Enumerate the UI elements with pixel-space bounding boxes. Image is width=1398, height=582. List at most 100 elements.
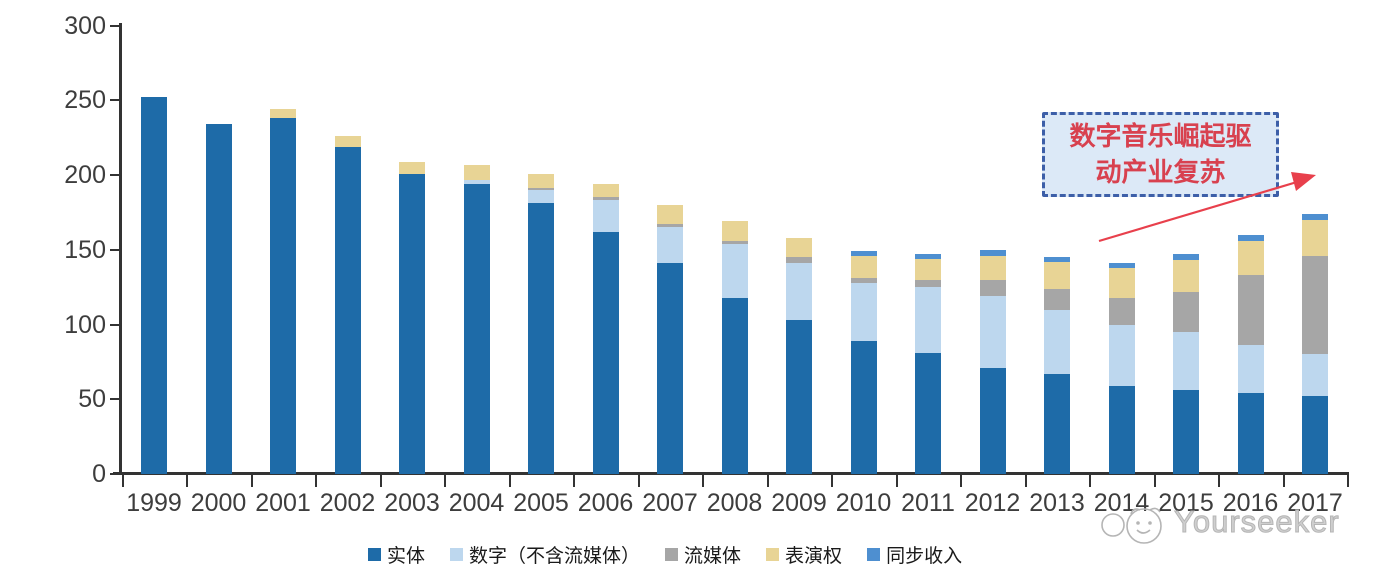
bar-segment-2007-physical xyxy=(657,263,683,474)
x-label-2004: 2004 xyxy=(448,489,505,517)
y-tick-250 xyxy=(110,99,120,102)
x-tick-12 xyxy=(895,474,898,487)
x-tick-17 xyxy=(1218,474,1221,487)
x-label-2006: 2006 xyxy=(577,489,634,517)
annotation-box: 数字音乐崛起驱 动产业复苏 xyxy=(1042,112,1279,197)
legend-item-digital-excl-streaming: 数字（不含流媒体） xyxy=(450,541,640,568)
bar-segment-2007-digital-excl-streaming xyxy=(657,227,683,264)
bar-segment-2013-performance-rights xyxy=(1044,261,1070,289)
bar-segment-2017-digital-excl-streaming xyxy=(1302,354,1328,397)
bar-segment-2000-physical xyxy=(205,124,232,474)
x-tick-15 xyxy=(1089,474,1092,487)
x-tick-4 xyxy=(379,474,382,487)
bar-segment-2007-performance-rights xyxy=(657,204,683,225)
y-label-200: 200 xyxy=(64,161,106,189)
bar-segment-2017-performance-rights xyxy=(1302,219,1328,256)
legend-swatch-digital-excl-streaming xyxy=(450,548,464,561)
bar-segment-2005-physical xyxy=(528,203,554,474)
bar-segment-2014-streaming xyxy=(1108,297,1135,325)
bar-segment-2003-performance-rights xyxy=(399,161,425,174)
bar-segment-2008-performance-rights xyxy=(721,221,748,241)
x-label-2008: 2008 xyxy=(706,489,763,517)
x-tick-2 xyxy=(250,474,253,487)
bar-segment-2014-digital-excl-streaming xyxy=(1108,324,1135,386)
legend-label-physical: 实体 xyxy=(387,546,426,567)
x-label-2014: 2014 xyxy=(1093,489,1150,517)
bar-segment-2006-physical xyxy=(592,231,619,474)
bar-segment-2001-performance-rights xyxy=(270,109,296,119)
bar-segment-2011-digital-excl-streaming xyxy=(915,287,941,353)
bar-segment-2005-digital-excl-streaming xyxy=(528,189,554,204)
x-tick-1 xyxy=(186,474,189,487)
y-tick-200 xyxy=(110,174,120,176)
x-label-2013: 2013 xyxy=(1029,489,1085,517)
x-tick-16 xyxy=(1153,474,1156,487)
bar-segment-2014-performance-rights xyxy=(1108,267,1135,298)
bar-segment-2009-streaming xyxy=(786,257,812,264)
bar-segment-2014-physical xyxy=(1108,385,1135,474)
bar-segment-2002-performance-rights xyxy=(334,136,361,147)
x-label-2007: 2007 xyxy=(642,489,698,517)
bar-segment-2016-digital-excl-streaming xyxy=(1237,345,1264,394)
bar-segment-2013-digital-excl-streaming xyxy=(1044,309,1070,374)
x-tick-11 xyxy=(831,474,834,487)
x-label-2010: 2010 xyxy=(835,489,892,517)
bar-segment-2017-physical xyxy=(1302,396,1328,474)
bar-segment-2011-performance-rights xyxy=(915,258,941,280)
bar-segment-2003-physical xyxy=(399,173,425,474)
bar-segment-2013-physical xyxy=(1044,373,1070,474)
x-tick-7 xyxy=(573,474,576,487)
bar-segment-2008-digital-excl-streaming xyxy=(721,243,748,298)
legend-label-streaming: 流媒体 xyxy=(684,546,742,567)
x-tick-19 xyxy=(1347,474,1350,487)
legend-item-performance-rights: 表演权 xyxy=(766,541,842,568)
x-tick-10 xyxy=(766,474,769,487)
bar-segment-2010-sync-revenue xyxy=(850,251,877,256)
bar-segment-2011-streaming xyxy=(915,279,941,288)
x-label-2003: 2003 xyxy=(384,489,440,517)
x-label-2012: 2012 xyxy=(964,489,1021,517)
annotation-line2: 动产业复苏 xyxy=(1095,157,1226,187)
x-tick-0 xyxy=(121,474,124,487)
x-label-2011: 2011 xyxy=(901,489,955,517)
bar-segment-2016-streaming xyxy=(1237,275,1264,346)
x-label-2017: 2017 xyxy=(1287,489,1343,517)
bar-segment-2012-digital-excl-streaming xyxy=(979,296,1006,368)
bar-segment-2012-sync-revenue xyxy=(979,249,1006,256)
bar-segment-2015-sync-revenue xyxy=(1173,254,1199,261)
x-label-2005: 2005 xyxy=(513,489,569,517)
bar-segment-1999-physical xyxy=(141,97,167,474)
bar-segment-2010-digital-excl-streaming xyxy=(850,282,877,341)
bar-segment-2012-streaming xyxy=(979,279,1006,297)
x-tick-13 xyxy=(960,474,963,487)
watermark-text: Yourseeker xyxy=(1174,504,1340,540)
bar-segment-2006-performance-rights xyxy=(592,183,619,198)
bar-segment-2005-streaming xyxy=(528,188,554,190)
bar-segment-2013-sync-revenue xyxy=(1044,257,1070,262)
bar-segment-2008-streaming xyxy=(721,240,748,244)
bar-segment-2004-performance-rights xyxy=(463,164,490,180)
bar-segment-2015-digital-excl-streaming xyxy=(1173,331,1199,391)
bar-segment-2016-sync-revenue xyxy=(1237,234,1264,241)
y-tick-0 xyxy=(110,473,120,475)
bar-segment-2004-digital-excl-streaming xyxy=(463,179,490,184)
bar-segment-2006-streaming xyxy=(592,197,619,201)
bar-segment-2010-physical xyxy=(850,340,877,474)
legend-label-sync-revenue: 同步收入 xyxy=(886,546,963,567)
y-label-100: 100 xyxy=(64,310,106,339)
bar-segment-2010-streaming xyxy=(850,278,877,283)
bar-segment-2016-physical xyxy=(1237,393,1264,474)
bar-segment-2013-streaming xyxy=(1044,288,1070,310)
bar-segment-2004-physical xyxy=(463,183,490,474)
bar-segment-2002-physical xyxy=(334,146,361,474)
y-tick-50 xyxy=(110,398,120,401)
x-label-2000: 2000 xyxy=(190,489,247,517)
legend: 实体 数字（不含流媒体） 流媒体 表演权 同步收入 xyxy=(368,541,962,568)
x-tick-6 xyxy=(508,474,511,487)
x-tick-3 xyxy=(315,474,318,487)
bar-segment-2017-streaming xyxy=(1302,255,1328,355)
bar-segment-2008-physical xyxy=(721,297,748,474)
y-tick-300 xyxy=(110,24,120,27)
legend-label-digital-excl-streaming: 数字（不含流媒体） xyxy=(469,546,641,567)
